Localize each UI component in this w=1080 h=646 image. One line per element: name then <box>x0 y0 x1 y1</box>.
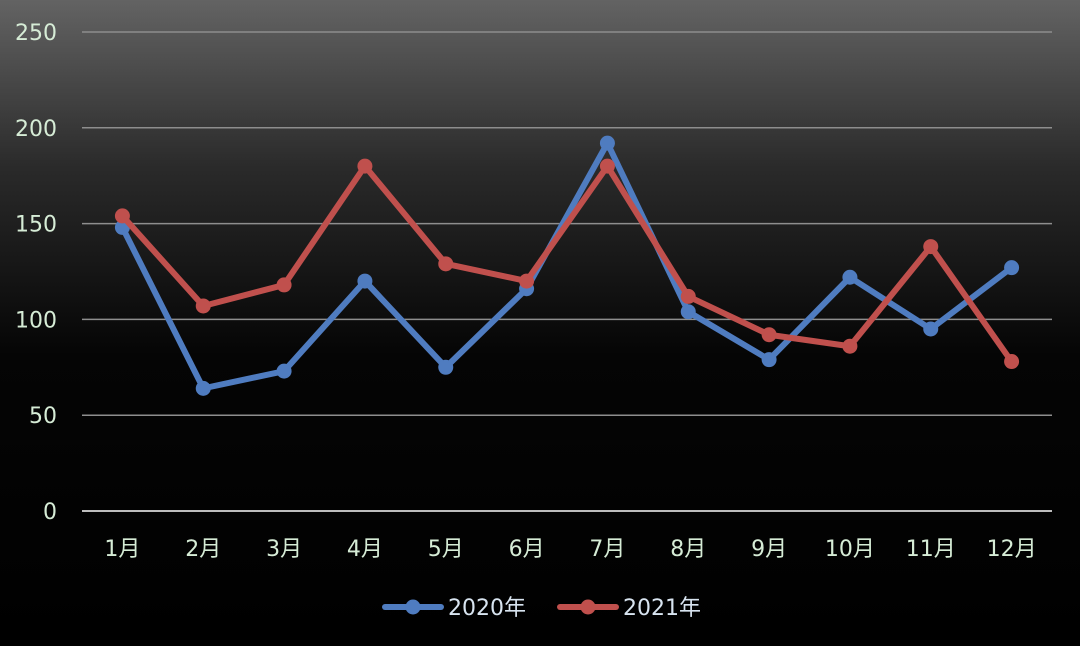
series-0 <box>114 135 1020 396</box>
data-point <box>923 239 939 255</box>
data-point <box>438 256 454 272</box>
data-point <box>114 208 130 224</box>
y-tick-label: 200 <box>15 117 57 142</box>
x-tick-label: 3月 <box>266 537 302 562</box>
x-tick-label: 4月 <box>347 537 383 562</box>
x-tick-label: 6月 <box>509 537 545 562</box>
x-tick-label: 8月 <box>670 537 706 562</box>
series-1 <box>114 158 1020 370</box>
x-tick-label: 2月 <box>185 537 221 562</box>
data-point <box>276 363 292 379</box>
legend-marker <box>580 599 596 615</box>
y-axis: 0 50 100 150 200 250 <box>15 21 57 525</box>
x-axis: 1月 2月 3月 4月 5月 6月 7月 8月 9月 10月 11月 12月 <box>104 537 1036 562</box>
series-line <box>119 163 1015 365</box>
data-point <box>276 277 292 293</box>
data-point <box>680 304 696 320</box>
data-point <box>519 273 535 289</box>
legend-marker <box>405 599 421 615</box>
data-point <box>599 158 615 174</box>
legend-entry: 2020年 <box>382 596 526 621</box>
legend-entry: 2021年 <box>557 596 701 621</box>
data-point <box>842 338 858 354</box>
data-point <box>357 158 373 174</box>
data-point <box>842 269 858 285</box>
x-tick-label: 7月 <box>589 537 625 562</box>
x-tick-label: 5月 <box>428 537 464 562</box>
x-tick-label: 1月 <box>104 537 140 562</box>
data-point <box>923 321 939 337</box>
series-line <box>119 140 1015 392</box>
legend: 2020年 2021年 <box>382 596 701 621</box>
data-point <box>1004 260 1020 276</box>
data-point <box>357 273 373 289</box>
x-tick-label: 9月 <box>751 537 787 562</box>
x-tick-label: 10月 <box>825 537 875 562</box>
data-point <box>680 288 696 304</box>
data-point <box>761 327 777 343</box>
x-tick-label: 12月 <box>987 537 1037 562</box>
grid-lines <box>82 31 1052 512</box>
y-tick-label: 0 <box>43 500 57 525</box>
series-group <box>114 135 1020 396</box>
y-tick-label: 250 <box>15 21 57 46</box>
data-point <box>599 135 615 151</box>
data-point <box>761 352 777 368</box>
x-tick-label: 11月 <box>906 537 956 562</box>
y-tick-label: 50 <box>29 404 57 429</box>
data-point <box>438 359 454 375</box>
data-point <box>195 298 211 314</box>
legend-label: 2021年 <box>623 596 701 621</box>
data-point <box>1004 354 1020 370</box>
y-tick-label: 150 <box>15 213 57 238</box>
legend-label: 2020年 <box>448 596 526 621</box>
data-point <box>195 380 211 396</box>
y-tick-label: 100 <box>15 308 57 333</box>
